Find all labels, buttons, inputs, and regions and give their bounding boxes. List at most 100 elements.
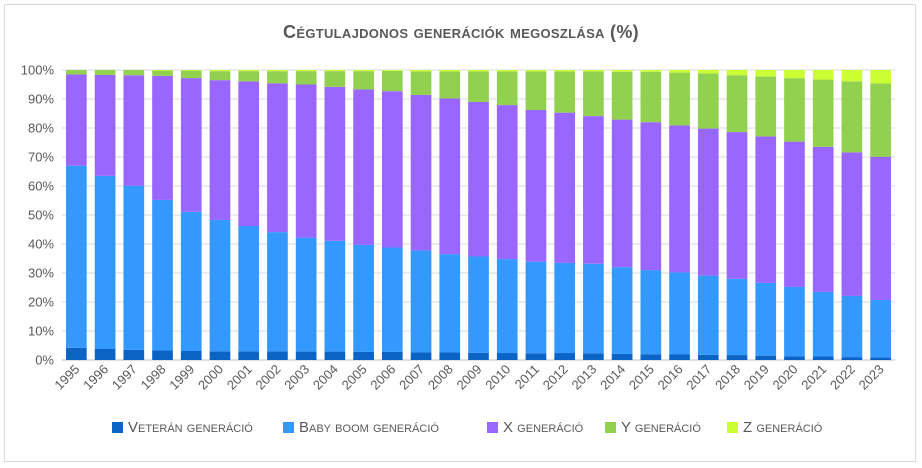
x-tick-label: 2018 [712, 362, 743, 393]
y-tick-label: 40% [28, 237, 54, 252]
bar-segment [209, 71, 231, 81]
bar-segment [94, 348, 116, 360]
bar-segment [784, 286, 805, 357]
bar-segment [123, 75, 145, 186]
x-tick-label: 2002 [252, 362, 283, 393]
y-tick-label: 10% [28, 324, 54, 339]
bar-segment [324, 71, 346, 87]
bar-segment [726, 132, 748, 279]
bar-segment [66, 165, 87, 348]
bar-segment [353, 351, 374, 360]
bar-segment [381, 247, 403, 352]
bar-segment [496, 105, 518, 260]
bar-segment [583, 71, 604, 117]
legend-swatch [487, 422, 498, 433]
bar-segment [640, 354, 662, 360]
bar-segment [468, 352, 489, 360]
bar-segment [267, 71, 288, 84]
bar-segment [784, 70, 805, 79]
bar-segment [669, 354, 690, 360]
y-axis-ticks: 0% 10% 20% 30% 40% 50% 60% 70% 80% 90% 100% [21, 63, 55, 368]
bar-segment [697, 70, 719, 74]
bar-segment [726, 70, 748, 76]
bar-segment [554, 262, 576, 354]
bar-segment [238, 70, 260, 72]
x-tick-label: 2015 [626, 362, 657, 393]
bars [66, 70, 891, 360]
legend-swatch [727, 422, 738, 433]
bar-segment [870, 299, 891, 358]
bar-segment [496, 70, 518, 72]
bar-segment [209, 351, 231, 360]
bar-segment [755, 355, 777, 360]
x-tick-label: 2017 [683, 362, 714, 393]
bar-segment [439, 254, 461, 353]
bar-segment [439, 71, 461, 99]
y-tick-label: 50% [28, 208, 54, 223]
x-tick-label: 2023 [856, 362, 887, 393]
y-tick-label: 60% [28, 179, 54, 194]
x-tick-label: 2004 [310, 362, 341, 393]
bar-segment [554, 112, 576, 263]
bar-segment [152, 75, 173, 200]
y-tick-label: 30% [28, 266, 54, 281]
bar-segment [812, 70, 834, 80]
bar-segment [439, 70, 461, 72]
bar-segment [66, 347, 87, 360]
bar-segment [94, 175, 116, 349]
x-tick-label: 2021 [798, 362, 829, 393]
bar-segment [784, 78, 805, 142]
bar-segment [324, 70, 346, 72]
chart-title: Cégtulajdonos generációk megoszlása (%) [283, 22, 639, 42]
bar-segment [267, 70, 288, 72]
bar-segment [870, 83, 891, 157]
bar-segment [353, 70, 374, 72]
bar-segment [180, 351, 202, 360]
bar-segment [669, 125, 690, 273]
bar-segment [381, 70, 403, 71]
x-tick-label: 2011 [512, 362, 542, 392]
bar-segment [755, 76, 777, 137]
bar-segment [726, 75, 748, 133]
x-tick-label: 2022 [827, 362, 858, 393]
bar-segment [870, 70, 891, 84]
bar-segment [583, 116, 604, 264]
x-tick-label: 2000 [195, 362, 226, 393]
bar-segment [841, 152, 863, 296]
x-tick-label: 2019 [741, 362, 772, 393]
bar-segment [152, 199, 173, 351]
bar-segment [238, 351, 260, 360]
legend-label: Z generáció [743, 419, 823, 436]
bar-segment [439, 98, 461, 255]
x-tick-label: 2006 [367, 362, 398, 393]
x-tick-label: 2014 [597, 362, 628, 393]
x-tick-label: 2003 [281, 362, 312, 393]
bar-segment [841, 70, 863, 82]
bar-segment [238, 81, 260, 227]
bar-segment [812, 291, 834, 357]
y-tick-label: 90% [28, 92, 54, 107]
bar-segment [525, 110, 547, 262]
bar-segment [870, 156, 891, 300]
legend-label: Baby boom generáció [299, 419, 439, 436]
bar-segment [525, 261, 547, 354]
y-tick-label: 0% [35, 353, 54, 368]
bar-segment [209, 70, 231, 72]
y-tick-label: 70% [28, 150, 54, 165]
bar-segment [180, 78, 202, 212]
bar-segment [525, 71, 547, 111]
x-tick-label: 1998 [138, 362, 169, 393]
x-tick-label: 2013 [568, 362, 599, 393]
bar-segment [755, 282, 777, 356]
bar-segment [324, 351, 346, 360]
bar-segment [152, 70, 173, 71]
bar-segment [525, 353, 547, 360]
bar-segment [755, 136, 777, 283]
bar-segment [468, 71, 489, 102]
bar-segment [209, 219, 231, 352]
bar-segment [123, 70, 145, 76]
bar-segment [94, 74, 116, 176]
bar-segment [812, 79, 834, 147]
bar-segment [583, 263, 604, 354]
x-tick-label: 2016 [655, 362, 686, 393]
